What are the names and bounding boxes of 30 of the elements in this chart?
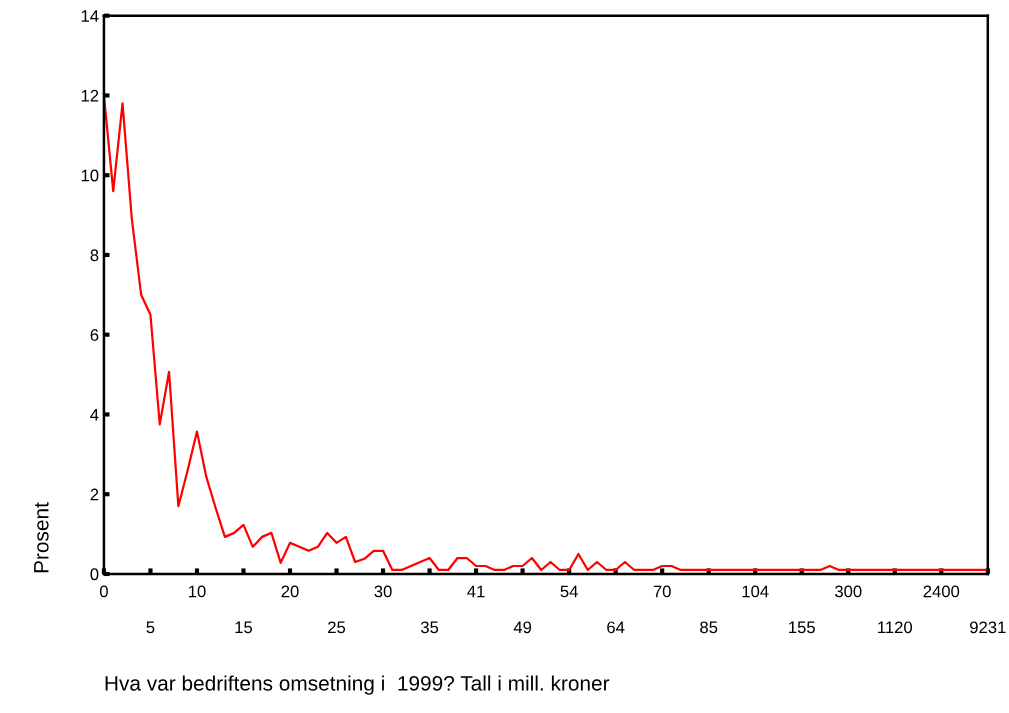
y-axis-title: Prosent — [34, 502, 49, 573]
y-tick-label: 10 — [81, 169, 99, 182]
y-tick-label: 0 — [90, 568, 99, 581]
y-tick-label: 2 — [90, 488, 99, 501]
x-tick-label: 0 — [99, 585, 108, 598]
x-tick-label: 85 — [700, 621, 718, 634]
x-tick-label: 54 — [560, 585, 578, 598]
x-tick-label: 41 — [467, 585, 485, 598]
x-tick-label: 30 — [374, 585, 392, 598]
x-tick-label: 49 — [513, 621, 532, 634]
x-tick-label: 1120 — [878, 621, 913, 634]
x-tick-label: 104 — [742, 585, 769, 598]
x-tick-label: 300 — [834, 585, 862, 598]
x-tick-label: 35 — [420, 621, 439, 634]
x-tick-label: 25 — [328, 621, 346, 634]
x-tick-label: 70 — [653, 585, 671, 598]
x-tick-label: 5 — [146, 621, 155, 634]
y-tick-label: 14 — [81, 10, 99, 22]
x-tick-label: 15 — [235, 621, 253, 634]
x-tick-label: 64 — [607, 621, 625, 634]
x-tick-label: 10 — [188, 585, 206, 598]
y-tick-label: 6 — [90, 329, 99, 341]
x-tick-label: 20 — [281, 585, 299, 598]
x-axis-title: Hva var bedriftens omsetning i 1999? Tall i mill. kroner — [105, 675, 610, 695]
x-tick-label: 9231 — [970, 621, 1006, 634]
y-tick-label: 8 — [90, 249, 99, 262]
x-tick-label: 2400 — [923, 585, 960, 598]
y-tick-label: 4 — [90, 409, 99, 421]
x-tick-label: 155 — [789, 621, 815, 634]
y-tick-label: 12 — [81, 89, 99, 102]
